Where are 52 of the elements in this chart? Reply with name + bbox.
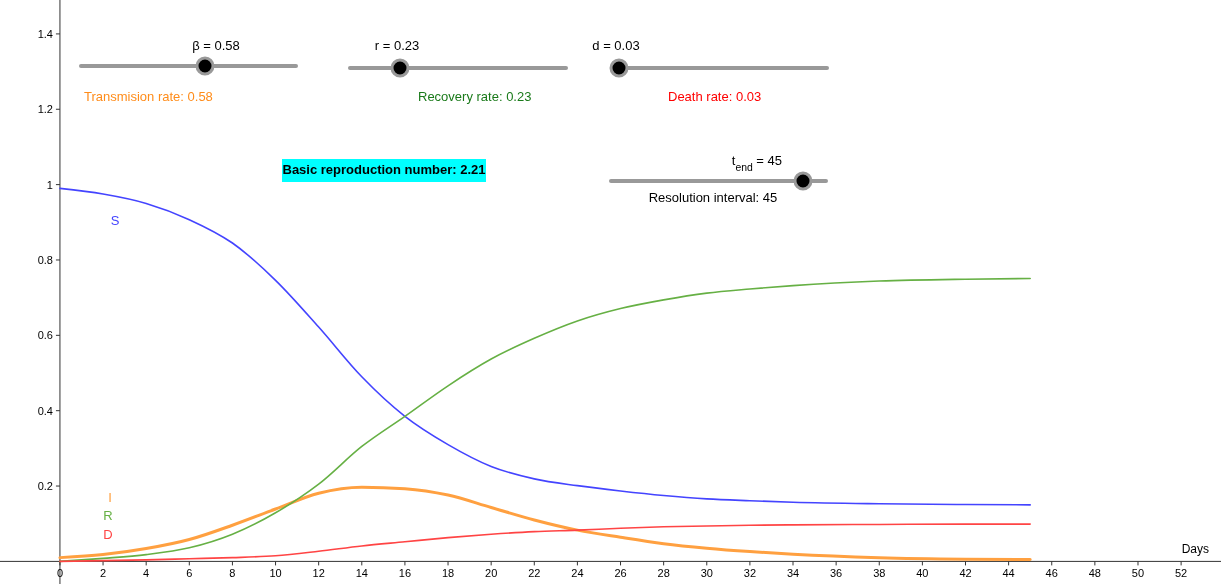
x-tick-label: 52 <box>1174 567 1188 580</box>
annotation: t$_{end}$ = 45 <box>731 153 782 173</box>
series-label: D <box>103 527 113 542</box>
y-tick-label: 0.8 <box>37 253 53 266</box>
text: I <box>108 490 112 505</box>
annotation: Recovery rate: 0.23 <box>418 89 532 104</box>
annotation: Death rate: 0.03 <box>668 89 762 104</box>
x-tick-label: 34 <box>786 567 800 580</box>
y-tick-label: 1.4 <box>37 27 53 40</box>
x-tick-label: 40 <box>916 567 929 580</box>
y-tick-label: 1.2 <box>37 103 53 116</box>
y-tick-label: 0.4 <box>37 404 53 417</box>
y-tick-label: 0.2 <box>37 480 53 493</box>
annotation: Resolution interval: 45 <box>648 190 778 205</box>
series-label: S <box>110 213 120 228</box>
x-axis-title: Days <box>1181 542 1209 557</box>
x-tick-label: 44 <box>1002 567 1015 580</box>
x-tick-label: 26 <box>614 567 627 580</box>
x-tick-label: 12 <box>312 567 325 580</box>
x-tick-label: 14 <box>355 567 368 580</box>
annotation: Transmision rate: 0.58 <box>84 89 213 104</box>
line-series <box>59 187 1031 506</box>
x-tick-label: 30 <box>700 567 713 580</box>
x-tick-label: 6 <box>186 567 193 580</box>
x-tick-label: 18 <box>441 567 455 580</box>
x-tick-label: 32 <box>743 567 757 580</box>
x-tick-label: 50 <box>1131 567 1145 580</box>
x-tick-label: 28 <box>657 567 670 580</box>
annotation: d = 0.03 <box>592 38 640 53</box>
x-tick-label: 24 <box>571 567 584 580</box>
annotation: β = 0.58 <box>192 38 240 53</box>
text: R <box>103 508 113 523</box>
x-tick-label: 46 <box>1045 567 1058 580</box>
x-tick-label: 42 <box>959 567 972 580</box>
line-series <box>58 485 1032 562</box>
x-tick-label: 22 <box>528 567 541 580</box>
line-series <box>59 523 1031 563</box>
x-tick-label: 8 <box>229 567 236 580</box>
x-tick-label: 10 <box>269 567 282 580</box>
x-tick-label: 0 <box>56 567 63 580</box>
line-series <box>59 277 1031 563</box>
x-tick-label: 4 <box>143 567 150 580</box>
y-tick-label: 0.6 <box>37 329 53 342</box>
x-tick-label: 48 <box>1088 567 1101 580</box>
x-tick-label: 2 <box>100 567 107 580</box>
x-tick-label: 36 <box>830 567 843 580</box>
x-tick-label: 20 <box>485 567 498 580</box>
annotation: Basic reproduction number: 2.21 <box>282 162 486 177</box>
x-tick-label: 16 <box>398 567 412 580</box>
x-tick-label: 38 <box>873 567 886 580</box>
annotation: r = 0.23 <box>374 38 420 53</box>
y-tick-label: 1 <box>46 178 53 191</box>
